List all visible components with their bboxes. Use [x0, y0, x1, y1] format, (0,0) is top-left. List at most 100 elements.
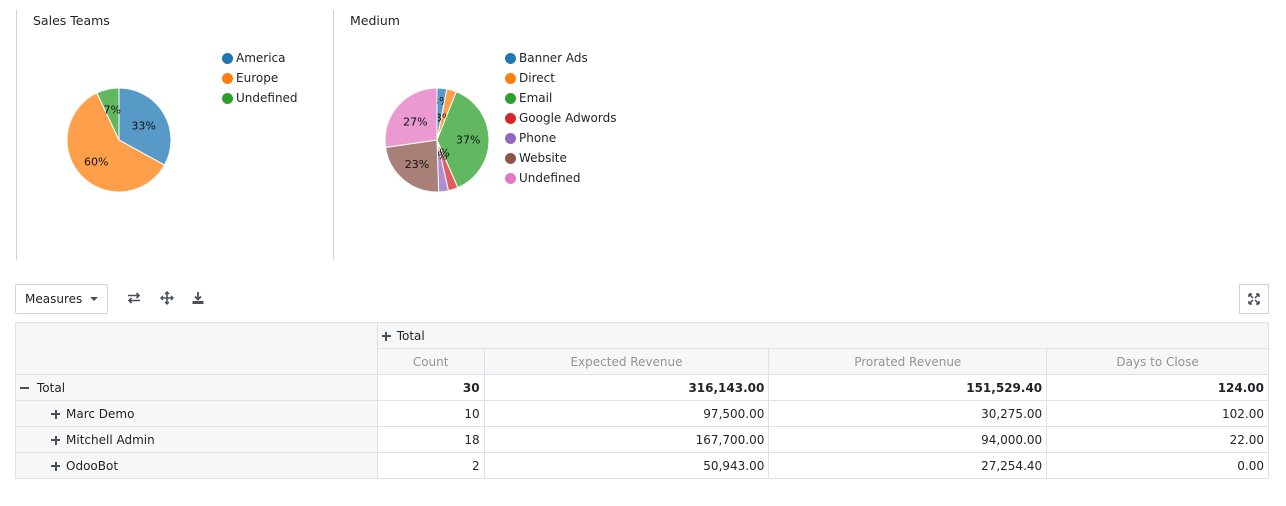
legend-swatch [505, 72, 516, 84]
row-header[interactable]: Marc Demo [15, 400, 378, 427]
legend-swatch [505, 132, 516, 144]
pie-slice-label: 60% [84, 155, 108, 168]
measure-header-expected-revenue[interactable]: Expected Revenue [483, 348, 770, 375]
table-row: Marc Demo 10 97,500.00 30,275.00 102.00 [15, 400, 1269, 427]
legend-item[interactable]: Europe [222, 68, 298, 88]
measure-header-prorated-revenue[interactable]: Prorated Revenue [768, 348, 1048, 375]
legend-label: Europe [236, 71, 279, 85]
measure-header-row: Count Expected Revenue Prorated Revenue … [16, 348, 1269, 375]
column-header-row: Total [15, 322, 1270, 375]
legend-item[interactable]: Phone [505, 128, 617, 148]
legend-item[interactable]: Direct [505, 68, 617, 88]
cell-value: 30 [376, 374, 485, 401]
legend-swatch [505, 152, 516, 164]
legend-label: Undefined [519, 171, 581, 185]
legend-item[interactable]: Google Adwords [505, 108, 617, 128]
pie-slice[interactable] [384, 139, 440, 193]
fullscreen-button[interactable] [1239, 284, 1269, 314]
cell-value: 10 [376, 400, 485, 427]
expand-all-icon[interactable] [160, 291, 174, 305]
cell-value: 50,943.00 [483, 452, 770, 479]
pie-slice[interactable] [436, 91, 490, 189]
legend-item[interactable]: Website [505, 148, 617, 168]
plus-icon [51, 435, 60, 445]
pie-slice[interactable] [384, 87, 438, 148]
pie-slice-label: 37% [456, 134, 480, 147]
cell-value: 30,275.00 [768, 400, 1048, 427]
row-label: Mitchell Admin [66, 432, 155, 447]
cell-value: 27,254.40 [768, 452, 1048, 479]
legend-item[interactable]: Undefined [505, 168, 617, 188]
pie-slice-label: 7% [103, 104, 120, 117]
download-icon[interactable] [191, 291, 205, 305]
legend-item[interactable]: America [222, 48, 298, 68]
sales-teams-pie-chart: 33% 60% 7% [66, 87, 172, 193]
cell-value: 316,143.00 [483, 374, 770, 401]
medium-chart-panel: Medium 3% 3% 37% 3% 3% 23% 27% Banner Ads Direc… [333, 10, 1034, 260]
cell-value: 0.00 [1046, 452, 1269, 479]
legend-label: Direct [519, 71, 555, 85]
legend-swatch [505, 52, 516, 64]
chart-title: Medium [350, 13, 400, 28]
cell-value: 18 [376, 426, 485, 453]
pie-slice-label: 27% [403, 115, 427, 128]
plus-icon [51, 409, 60, 419]
legend-label: Email [519, 91, 553, 105]
column-total-header[interactable]: Total [376, 322, 1270, 349]
cell-value: 22.00 [1046, 426, 1269, 453]
plus-icon [51, 461, 60, 471]
legend-item[interactable]: Email [505, 88, 617, 108]
table-row: Mitchell Admin 18 167,700.00 94,000.00 2… [15, 426, 1269, 453]
pivot-corner-cell [15, 322, 378, 375]
cell-value: 94,000.00 [768, 426, 1048, 453]
row-label: Marc Demo [66, 406, 135, 421]
cell-value: 167,700.00 [483, 426, 770, 453]
cell-value: 151,529.40 [768, 374, 1048, 401]
pie-slice-label: 33% [131, 119, 155, 132]
row-label: Total [37, 380, 66, 395]
minus-icon [20, 384, 29, 393]
pie-slice[interactable] [66, 92, 166, 193]
legend-label: Undefined [236, 91, 298, 105]
row-header-total[interactable]: Total [15, 374, 378, 401]
pie-slice[interactable] [118, 87, 172, 166]
legend-swatch [505, 172, 516, 184]
pie-slice[interactable] [96, 87, 120, 141]
flip-axis-icon[interactable] [127, 291, 141, 305]
legend-swatch [222, 52, 233, 64]
chart-title: Sales Teams [33, 13, 110, 28]
legend-item[interactable]: Banner Ads [505, 48, 617, 68]
measures-dropdown-button[interactable]: Measures [15, 284, 109, 314]
legend-label: America [236, 51, 286, 65]
measures-label: Measures [25, 292, 83, 306]
table-row: OdooBot 2 50,943.00 27,254.40 0.00 [15, 452, 1269, 479]
cell-value: 124.00 [1046, 374, 1269, 401]
cell-value: 97,500.00 [483, 400, 770, 427]
cell-value: 102.00 [1046, 400, 1269, 427]
row-header[interactable]: OdooBot [15, 452, 378, 479]
legend-swatch [505, 92, 516, 104]
row-label: OdooBot [66, 458, 119, 473]
column-total-label: Total [396, 328, 425, 343]
legend-item[interactable]: Undefined [222, 88, 298, 108]
measure-header-count[interactable]: Count [376, 348, 485, 375]
pie-slice-label: 23% [405, 158, 429, 171]
pivot-table: Total Count Expected Revenue Prorated Re… [15, 322, 1270, 479]
table-row-total: Total 30 316,143.00 151,529.40 124.00 [15, 374, 1269, 401]
legend-label: Google Adwords [519, 111, 617, 125]
legend-label: Website [519, 151, 567, 165]
legend-label: Banner Ads [519, 51, 588, 65]
medium-legend: Banner Ads Direct Email Google Adwords Phone… [505, 48, 617, 188]
measure-header-days-to-close[interactable]: Days to Close [1046, 348, 1269, 375]
caret-down-icon [90, 297, 99, 301]
cell-value: 2 [376, 452, 485, 479]
fullscreen-icon [1248, 293, 1260, 305]
sales-teams-chart-panel: Sales Teams 33% 60% 7% America Europe Undefi… [16, 10, 333, 260]
sales-teams-legend: America Europe Undefined [222, 48, 298, 108]
row-header[interactable]: Mitchell Admin [15, 426, 378, 453]
pivot-toolbar: Measures [15, 284, 1269, 314]
legend-swatch [222, 72, 233, 84]
legend-label: Phone [519, 131, 557, 145]
legend-swatch [222, 92, 233, 104]
legend-swatch [505, 112, 516, 124]
